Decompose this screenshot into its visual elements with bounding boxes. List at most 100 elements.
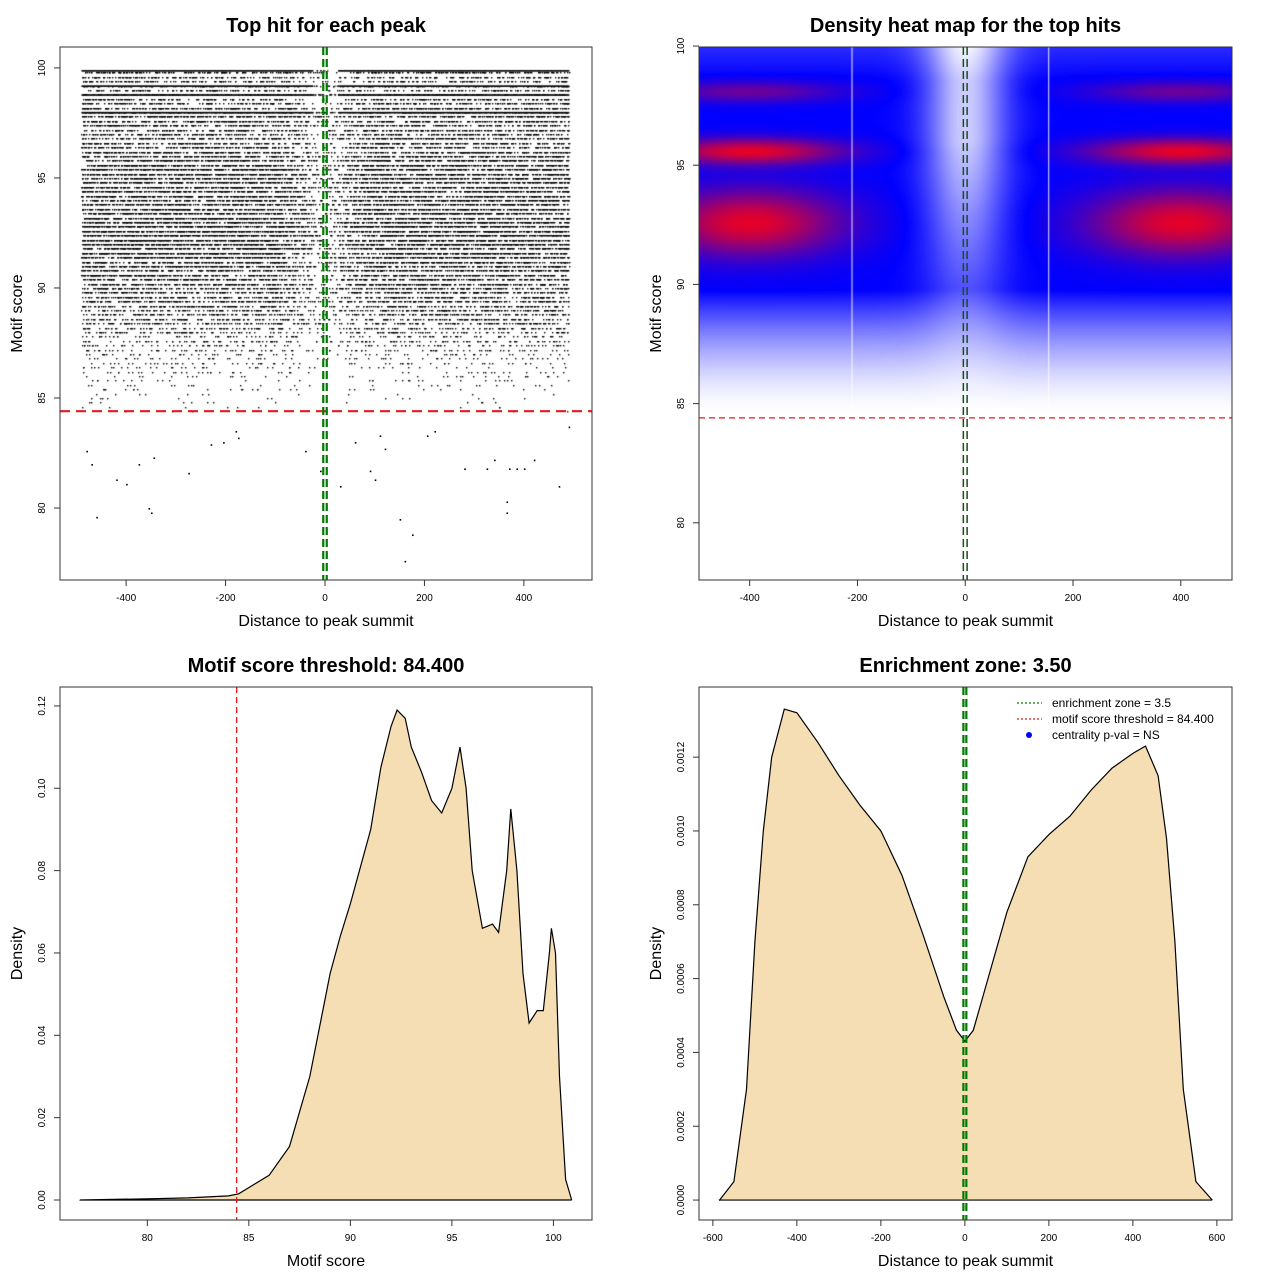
x-tick-label: 90 [345, 1233, 357, 1244]
y-tick-label: 80 [37, 502, 48, 514]
x-axis-label: Motif score [287, 1253, 365, 1270]
x-tick-label: 0 [962, 1233, 968, 1244]
chart-title: Motif score threshold: 84.400 [188, 655, 465, 677]
plot-frame [59, 46, 593, 581]
panel-1: -400 -200 0 200 400 80 85 90 95 100 Top hit for ea… [9, 15, 593, 630]
legend-label: centrality p-val = NS [1052, 728, 1160, 742]
y-tick-label: 0.12 [37, 696, 48, 716]
y-tick-label: 100 [37, 59, 48, 76]
scatter-point [153, 457, 156, 460]
scatter-point [339, 486, 342, 488]
scatter-point [523, 468, 526, 471]
density-area [718, 708, 1213, 1202]
y-axis-label: Motif score [9, 274, 26, 352]
x-tick-label: -400 [787, 1233, 807, 1244]
x-tick-label: 0 [962, 593, 968, 604]
legend-dot-icon [1026, 732, 1032, 738]
legend: enrichment zone = 3.5 motif score thresho… [1017, 696, 1214, 742]
scatter-point [533, 459, 536, 462]
x-tick-label: -200 [871, 1233, 891, 1244]
scatter-point [412, 534, 414, 537]
y-tick-label: 0.08 [37, 860, 48, 880]
panel-2: -400 -200 0 200 400 80 85 90 95 100 Density heat m… [648, 15, 1233, 630]
panel-4: -600 -400 -200 0 200 400 600 0.0000 0.0002 0.0004… [648, 655, 1233, 1270]
scatter-point [188, 472, 190, 475]
scatter-point [126, 483, 128, 486]
plot-frame [59, 686, 593, 1221]
scatter-point [305, 450, 307, 453]
y-tick-label: 80 [676, 517, 687, 529]
scatter-point [91, 464, 93, 466]
x-tick-label: -200 [847, 593, 867, 604]
x-tick-label: 0 [322, 593, 328, 604]
scatter-point [138, 464, 141, 466]
y-tick-label: 95 [37, 172, 48, 184]
y-tick-label: 0.0006 [676, 963, 687, 994]
y-tick-label: 0.10 [37, 778, 48, 798]
y-tick-label: 90 [676, 278, 687, 290]
scatter-point [508, 468, 511, 471]
x-tick-label: -200 [216, 593, 236, 604]
chart-title: Density heat map for the top hits [810, 15, 1121, 37]
x-tick-label: 85 [243, 1233, 255, 1244]
y-tick-label: 0.06 [37, 943, 48, 963]
chart-title: Top hit for each peak [226, 15, 427, 37]
x-tick-label: 400 [516, 593, 533, 604]
y-tick-label: 0.0010 [676, 815, 687, 846]
x-tick-label: 100 [545, 1233, 562, 1244]
scatter-point [506, 512, 509, 515]
scatter-point [568, 426, 571, 429]
x-tick-label: 80 [142, 1233, 154, 1244]
x-tick-label: 200 [416, 593, 433, 604]
scatter-point [116, 479, 118, 482]
scatter-point [86, 450, 88, 453]
y-axis-label: Density [9, 927, 26, 980]
x-axis-label: Distance to peak summit [238, 613, 414, 630]
x-tick-label: 400 [1172, 593, 1189, 604]
y-tick-label: 85 [676, 398, 687, 410]
y-tick-label: 0.0002 [676, 1111, 687, 1142]
scatter-point [96, 516, 98, 519]
scatter-point [150, 512, 153, 515]
x-tick-label: 400 [1125, 1233, 1142, 1244]
y-tick-label: 0.0000 [676, 1184, 687, 1215]
y-tick-label: 0.0012 [676, 741, 687, 772]
scatter-point [384, 448, 387, 451]
y-tick-label: 0.0004 [676, 1037, 687, 1068]
scatter-point [506, 501, 509, 504]
x-tick-label: 600 [1209, 1233, 1226, 1244]
heatmap-canvas [699, 47, 1232, 580]
plot-frame [698, 46, 1233, 581]
x-tick-label: 200 [1065, 593, 1082, 604]
scatter-point [486, 468, 489, 471]
legend-label: enrichment zone = 3.5 [1052, 696, 1171, 710]
panel-3: 80 85 90 95 100 0.00 0.02 0.04 0.06 0.08 0.10 0.12 M… [9, 655, 593, 1270]
y-tick-label: 0.0008 [676, 889, 687, 920]
legend-label: motif score threshold = 84.400 [1052, 712, 1214, 726]
scatter-point [237, 437, 240, 440]
y-axis-label: Density [648, 927, 665, 980]
scatter-point [464, 468, 466, 471]
scatter-point [558, 486, 561, 488]
x-tick-label: 95 [446, 1233, 458, 1244]
plot-frame [698, 686, 1233, 1221]
scatter-point [516, 468, 519, 471]
x-tick-label: -400 [116, 593, 136, 604]
scatter-point [223, 442, 225, 444]
x-axis-label: Distance to peak summit [878, 1253, 1054, 1270]
x-axis-label: Distance to peak summit [878, 613, 1054, 630]
scatter-point [374, 479, 377, 482]
scatter-point [404, 560, 407, 563]
scatter-point [210, 444, 213, 446]
x-tick-label: -400 [740, 593, 760, 604]
scatter-point [399, 519, 402, 521]
y-tick-label: 0.04 [37, 1025, 48, 1045]
y-tick-label: 0.00 [37, 1190, 48, 1210]
scatter-point [354, 442, 357, 444]
y-tick-label: 0.02 [37, 1107, 48, 1127]
density-area [79, 709, 573, 1201]
y-tick-label: 100 [676, 37, 687, 54]
y-axis-label: Motif score [648, 274, 665, 352]
